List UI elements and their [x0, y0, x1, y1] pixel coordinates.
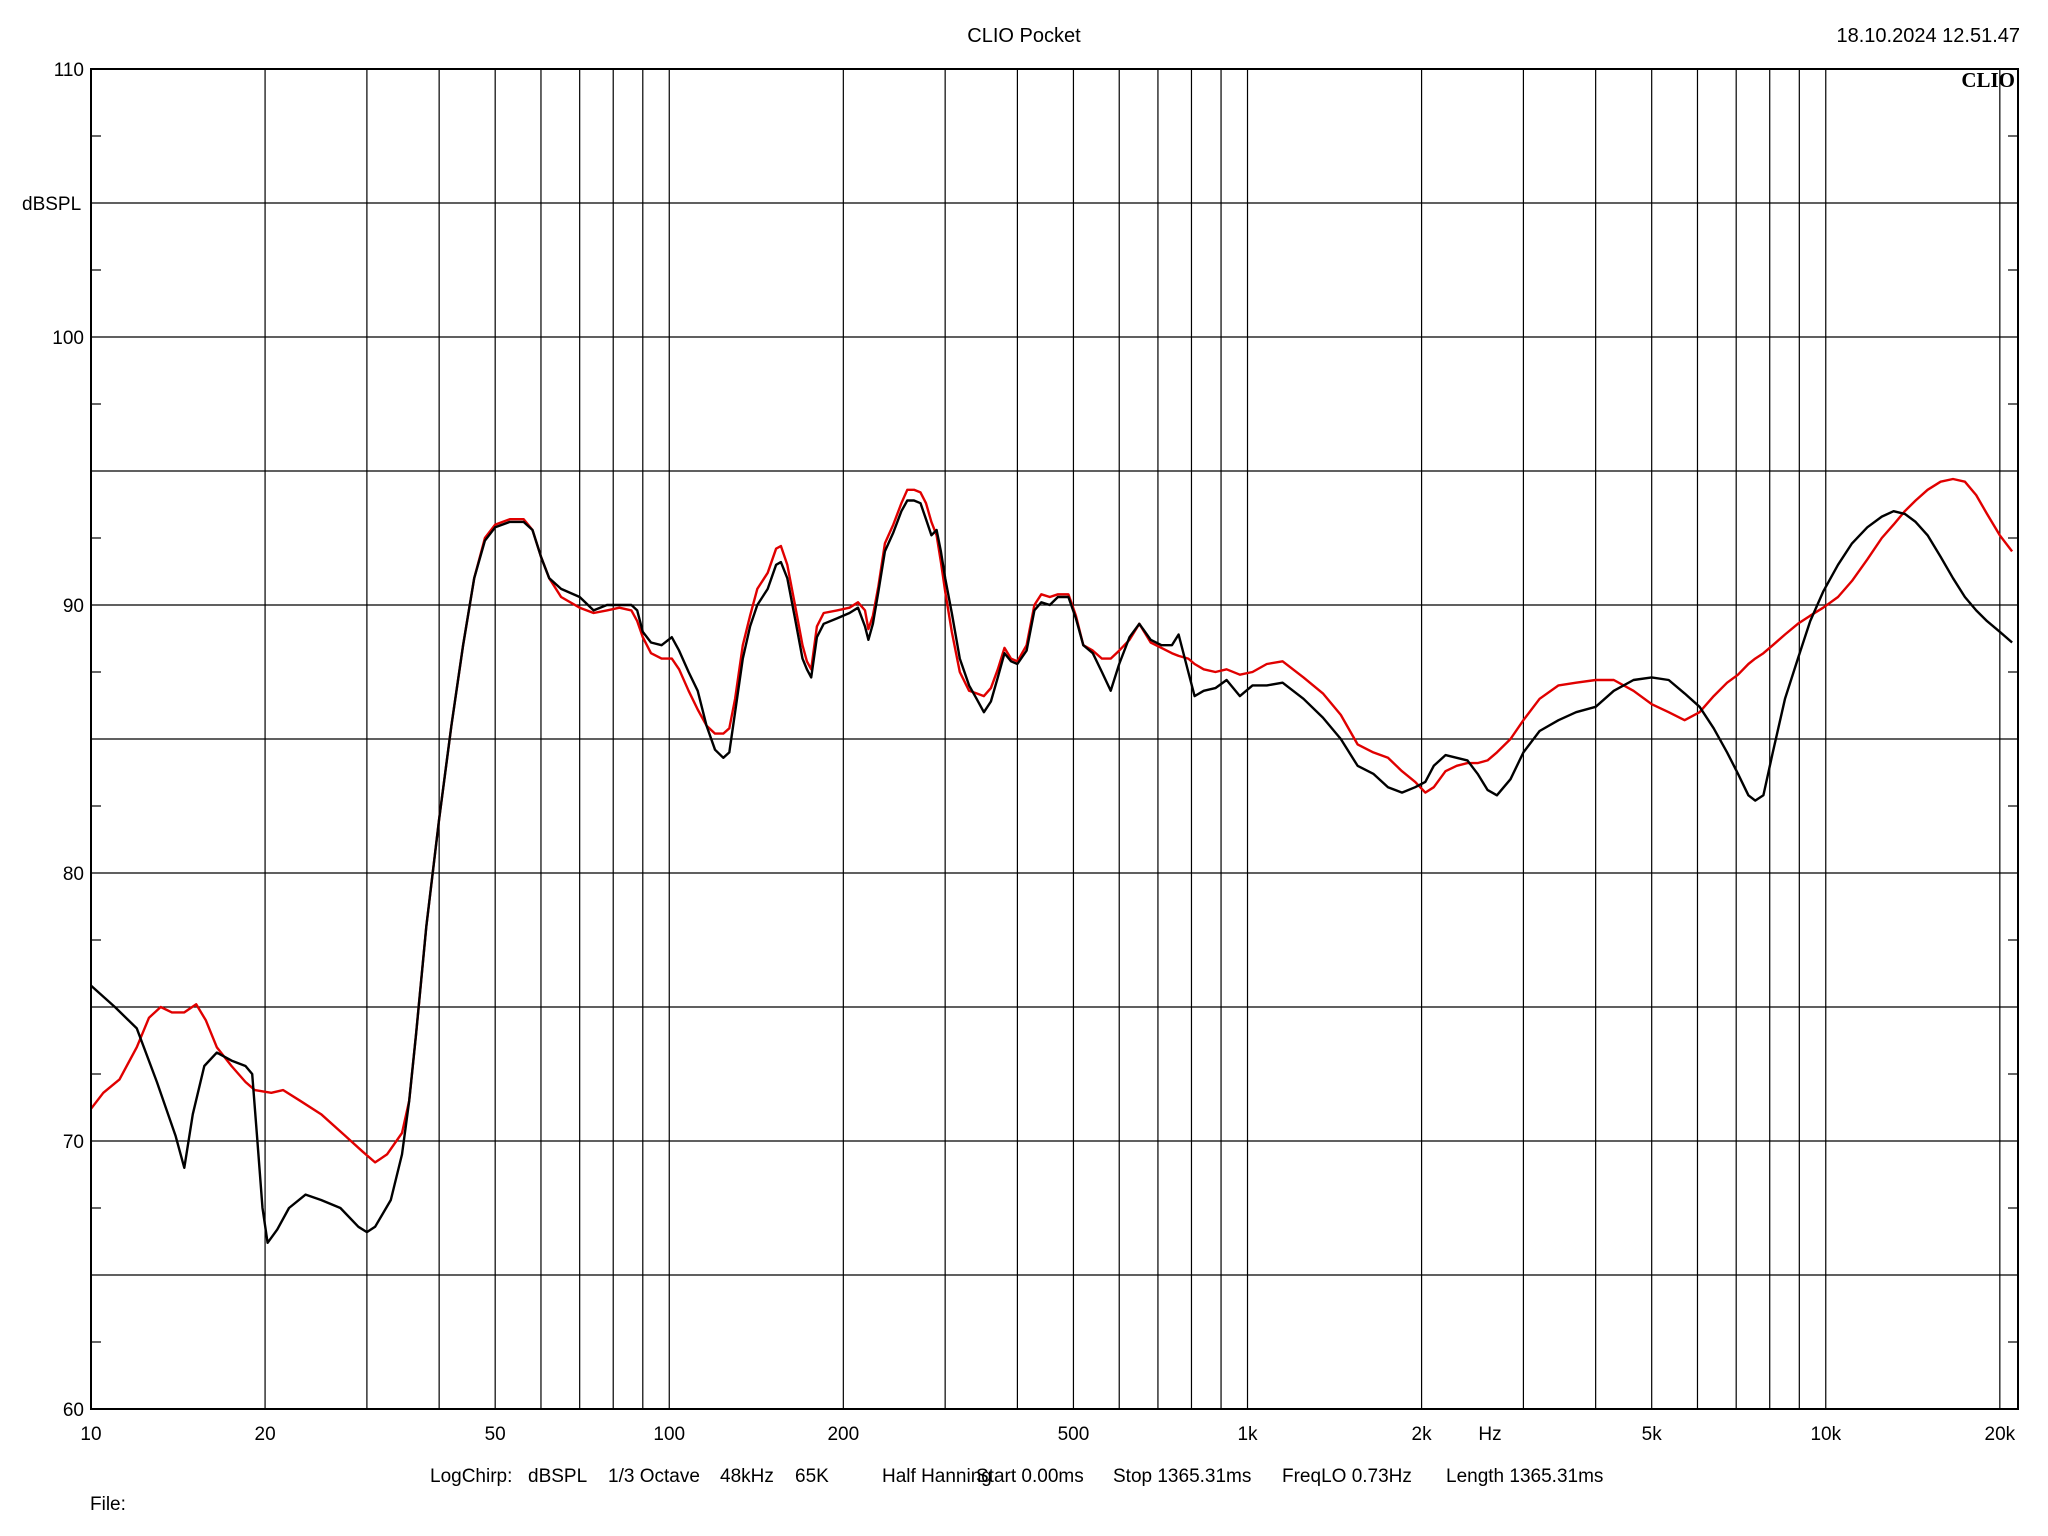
- setting-item: Length 1365.31ms: [1446, 1466, 1603, 1487]
- response-line-black: [90, 499, 2013, 1244]
- setting-item: 1/3 Octave: [608, 1466, 700, 1487]
- x-tick-label: 500: [1058, 1424, 1090, 1445]
- x-tick-label: 20: [255, 1424, 276, 1445]
- x-tick-label: 200: [827, 1424, 859, 1445]
- x-tick-label: 1k: [1237, 1424, 1258, 1445]
- response-line-red: [90, 477, 2014, 1164]
- setting-item: Start 0.00ms: [976, 1466, 1084, 1487]
- y-tick-label: 70: [63, 1132, 84, 1153]
- chart-title: CLIO Pocket: [967, 25, 1081, 47]
- x-tick-labels: 10 20 50 100 200 500 1k 2k 5k 10k 20k: [80, 1424, 2015, 1445]
- x-tick-label: 5k: [1642, 1424, 1663, 1445]
- y-axis-label: dBSPL: [22, 194, 81, 215]
- y-tick-label: 80: [63, 864, 84, 885]
- y-tick-label: 90: [63, 596, 84, 617]
- x-tick-label: 100: [653, 1424, 685, 1445]
- timestamp: 18.10.2024 12.51.47: [1836, 25, 2020, 47]
- plot-frame: [90, 68, 2019, 1410]
- setting-item: Half Hanning: [882, 1466, 992, 1487]
- x-tick-label: 2k: [1412, 1424, 1433, 1445]
- measurement-settings: LogChirp: dBSPL 1/3 Octave 48kHz 65K Half Han…: [430, 1466, 1603, 1487]
- file-label: File:: [90, 1494, 126, 1515]
- x-tick-label: 20k: [1985, 1424, 2016, 1445]
- series-lines: [90, 477, 2014, 1244]
- x-tick-label: 50: [485, 1424, 506, 1445]
- setting-item: Stop 1365.31ms: [1113, 1466, 1251, 1487]
- x-axis-label: Hz: [1478, 1424, 1501, 1445]
- setting-item: 48kHz: [720, 1466, 774, 1487]
- grid: [91, 69, 2018, 1409]
- setting-item: 65K: [795, 1466, 829, 1487]
- setting-item: dBSPL: [528, 1466, 587, 1487]
- y-tick-label: 60: [63, 1400, 84, 1421]
- y-tick-labels: 110 100 90 80 70 60: [52, 60, 84, 1421]
- setting-item: FreqLO 0.73Hz: [1282, 1466, 1412, 1487]
- y-tick-label: 100: [52, 328, 84, 349]
- brand-logo: CLIO: [1961, 68, 2015, 92]
- x-tick-label: 10: [80, 1424, 101, 1445]
- y-tick-label: 110: [54, 60, 84, 81]
- setting-item: LogChirp:: [430, 1466, 512, 1487]
- x-tick-label: 10k: [1810, 1424, 1841, 1445]
